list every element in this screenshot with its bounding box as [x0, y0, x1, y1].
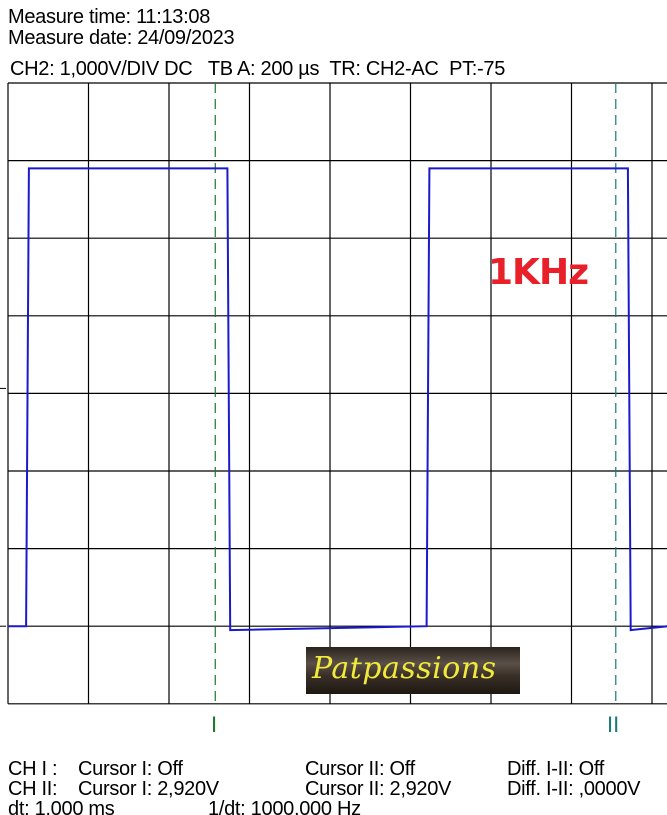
dt-value: dt: 1,000 ms [8, 798, 115, 815]
ch2-label: CH II: [8, 778, 58, 800]
signal-trace [8, 167, 667, 632]
ch2-cursor1: Cursor I: 2,920V [78, 778, 219, 800]
frequency-annotation: 1KHz [488, 252, 589, 293]
oscilloscope-plot [0, 82, 667, 705]
measure-time: Measure time: 11:13:08 [8, 6, 211, 28]
logo-text: Patpassions [312, 651, 497, 686]
ch2-cursor2: Cursor II: 2,920V [305, 778, 452, 800]
channel-settings: CH2: 1,000V/DIV DC TB A: 200 µs TR: CH2-… [10, 58, 506, 80]
ch1-cursor2: Cursor II: Off [305, 758, 415, 780]
measure-date: Measure date: 24/09/2023 [8, 27, 235, 49]
ch1-diff: Diff. I-II: Off [507, 758, 605, 780]
cursor-2-marker[interactable]: II [607, 712, 620, 737]
inverse-dt-value: 1/dt: 1000,000 Hz [208, 798, 361, 815]
ch1-label: CH I : [8, 758, 58, 780]
cursor-1-marker[interactable]: I [211, 712, 218, 737]
ch2-diff: Diff. I-II: ,0000V [507, 778, 641, 800]
patpassions-logo: Patpassions [306, 647, 520, 694]
ch1-cursor1: Cursor I: Off [78, 758, 183, 780]
